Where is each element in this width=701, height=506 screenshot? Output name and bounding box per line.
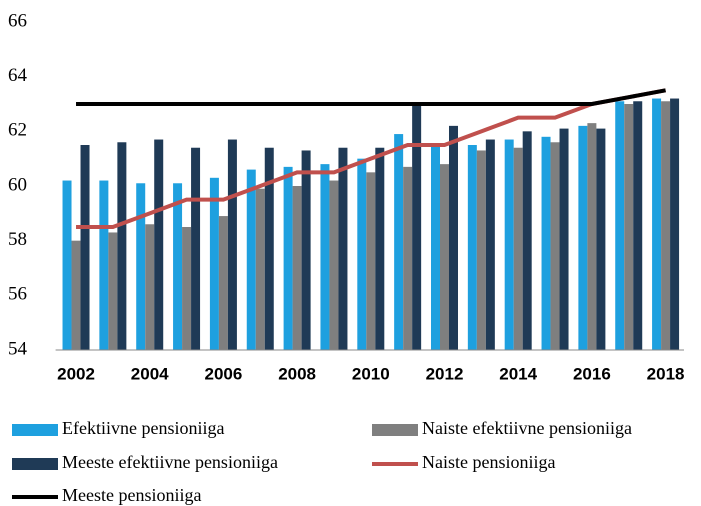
- legend-label: Meeste efektiivne pensioniiga: [62, 452, 278, 472]
- bar: [191, 147, 201, 350]
- y-tick-label: 62: [8, 120, 27, 141]
- bar: [80, 145, 90, 350]
- bar: [145, 224, 155, 350]
- bar: [394, 134, 404, 350]
- line: [76, 88, 666, 229]
- x-tick-label: 2018: [647, 364, 685, 383]
- bar: [375, 147, 385, 350]
- bar: [587, 123, 597, 350]
- bar: [412, 104, 422, 350]
- legend-swatch: [12, 424, 58, 436]
- x-tick-label: 2012: [426, 364, 464, 383]
- bar: [504, 139, 514, 350]
- legend-swatch: [12, 458, 58, 470]
- bar: [227, 139, 237, 350]
- bar: [661, 101, 671, 351]
- x-tick-label: 2014: [499, 364, 537, 383]
- bar: [154, 139, 164, 350]
- bar: [62, 180, 72, 350]
- x-tick-label: 2002: [57, 364, 95, 383]
- bar: [255, 188, 265, 350]
- bar: [209, 177, 219, 350]
- bar: [550, 142, 560, 350]
- bar: [633, 101, 643, 351]
- bar: [264, 147, 274, 350]
- bar: [99, 180, 109, 350]
- bar: [182, 227, 192, 350]
- line: [76, 88, 666, 106]
- bar: [559, 128, 569, 350]
- bar: [71, 240, 81, 350]
- bar: [513, 147, 523, 350]
- legend-label: Meeste pensioniiga: [62, 485, 201, 505]
- bar: [218, 216, 228, 350]
- bar: [301, 150, 311, 350]
- bar: [117, 142, 127, 350]
- y-tick-label: 66: [8, 10, 27, 31]
- legend-label: Efektiivne pensioniiga: [62, 418, 224, 438]
- y-tick-label: 56: [8, 284, 27, 305]
- x-tick-label: 2004: [131, 364, 169, 383]
- bar: [366, 172, 376, 350]
- bar: [136, 183, 146, 350]
- bar: [485, 139, 495, 350]
- bar: [283, 166, 293, 350]
- bar: [448, 125, 458, 350]
- bar: [338, 147, 348, 350]
- legend-label: Naiste pensioniiga: [422, 452, 555, 472]
- y-tick-label: 58: [8, 229, 27, 250]
- bar: [292, 186, 302, 350]
- bar: [430, 145, 440, 350]
- bar: [246, 169, 256, 350]
- x-tick-label: 2010: [352, 364, 390, 383]
- y-tick-label: 60: [8, 174, 27, 195]
- bar: [596, 128, 606, 350]
- bar: [357, 158, 367, 350]
- legend-swatch: [372, 424, 418, 436]
- bar: [652, 98, 662, 351]
- bar: [439, 164, 449, 350]
- bar: [320, 164, 330, 350]
- bar: [173, 183, 183, 350]
- bar: [403, 166, 413, 350]
- bar: [615, 101, 625, 351]
- x-tick-label: 2008: [278, 364, 316, 383]
- bar: [624, 104, 634, 350]
- bar: [541, 136, 551, 350]
- bar: [476, 150, 486, 350]
- bar: [467, 145, 477, 350]
- bar: [108, 232, 118, 350]
- y-tick-label: 54: [8, 338, 28, 359]
- x-tick-label: 2016: [573, 364, 611, 383]
- bar: [578, 125, 588, 350]
- bar: [522, 131, 532, 350]
- x-tick-label: 2006: [204, 364, 242, 383]
- legend-label: Naiste efektiivne pensioniiga: [422, 418, 632, 438]
- bar: [670, 98, 680, 351]
- bar: [329, 180, 339, 350]
- y-tick-label: 64: [8, 65, 28, 86]
